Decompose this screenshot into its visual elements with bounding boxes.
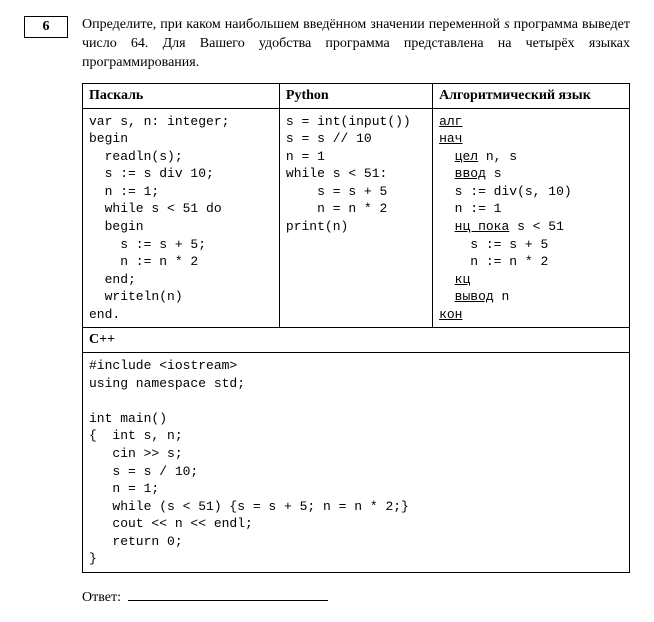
answer-label: Ответ: xyxy=(82,590,121,605)
alg-text xyxy=(439,272,455,287)
answer-row: Ответ: xyxy=(82,587,630,606)
question-number: 6 xyxy=(43,19,50,35)
alg-keyword: вывод xyxy=(455,289,494,304)
answer-blank[interactable] xyxy=(128,587,328,601)
cell-alg: алг нач цел n, s ввод s s := div(s, 10) … xyxy=(433,108,630,328)
table-cpp-header-row: C++ xyxy=(83,328,630,353)
header-pascal: Паскаль xyxy=(83,83,280,108)
cell-pascal: var s, n: integer; begin readln(s); s :=… xyxy=(83,108,280,328)
alg-text: n := n * 2 xyxy=(439,254,548,269)
alg-text: n xyxy=(494,289,510,304)
alg-text: n, s xyxy=(478,149,517,164)
alg-keyword: нач xyxy=(439,131,462,146)
alg-keyword: ввод xyxy=(455,166,486,181)
alg-text xyxy=(439,166,455,181)
question-text: Определите, при каком наибольшем введённ… xyxy=(82,16,630,73)
alg-text: s < 51 xyxy=(509,219,564,234)
alg-keyword: цел xyxy=(455,149,478,164)
header-cpp: C++ xyxy=(83,328,630,353)
table-header-row: Паскаль Python Алгоритмический язык xyxy=(83,83,630,108)
alg-keyword: кц xyxy=(455,272,471,287)
alg-text: s := s + 5 xyxy=(439,237,548,252)
alg-text xyxy=(439,289,455,304)
alg-code: алг нач цел n, s ввод s s := div(s, 10) … xyxy=(439,113,623,324)
alg-keyword: алг xyxy=(439,114,462,129)
cell-python: s = int(input()) s = s // 10 n = 1 while… xyxy=(279,108,432,328)
table-code-row: var s, n: integer; begin readln(s); s :=… xyxy=(83,108,630,328)
header-python: Python xyxy=(279,83,432,108)
alg-keyword: кон xyxy=(439,307,462,322)
alg-text xyxy=(439,149,455,164)
header-alg: Алгоритмический язык xyxy=(433,83,630,108)
question-text-before: Определите, при каком наибольшем введённ… xyxy=(82,17,504,32)
question-number-box: 6 xyxy=(24,16,68,38)
alg-text: s := div(s, 10) xyxy=(439,184,572,199)
cpp-code: #include <iostream> using namespace std;… xyxy=(89,357,623,568)
python-code: s = int(input()) s = s // 10 n = 1 while… xyxy=(286,113,426,236)
cell-cpp: #include <iostream> using namespace std;… xyxy=(83,353,630,573)
alg-text: s xyxy=(486,166,502,181)
alg-keyword: нц пока xyxy=(455,219,510,234)
alg-text: n := 1 xyxy=(439,201,501,216)
languages-table: Паскаль Python Алгоритмический язык var … xyxy=(82,83,630,573)
pascal-code: var s, n: integer; begin readln(s); s :=… xyxy=(89,113,273,324)
table-cpp-code-row: #include <iostream> using namespace std;… xyxy=(83,353,630,573)
alg-text xyxy=(439,219,455,234)
